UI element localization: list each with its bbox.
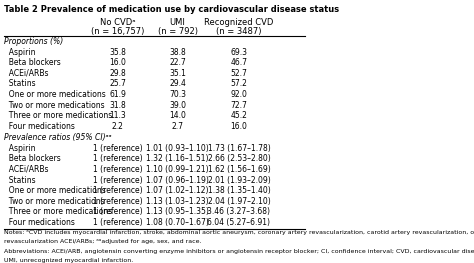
Text: 1 (reference): 1 (reference) xyxy=(93,208,143,216)
Text: 1 (reference): 1 (reference) xyxy=(93,218,143,227)
Text: 69.3: 69.3 xyxy=(230,48,247,57)
Text: Recognized CVD: Recognized CVD xyxy=(204,18,273,27)
Text: Two or more medications: Two or more medications xyxy=(4,197,105,206)
Text: One or more medications: One or more medications xyxy=(4,90,106,99)
Text: Four medications: Four medications xyxy=(4,122,75,131)
Text: Prevalence ratios (95% CI)ᵃᵃ: Prevalence ratios (95% CI)ᵃᵃ xyxy=(4,133,112,142)
Text: 1.08 (0.70–1.67): 1.08 (0.70–1.67) xyxy=(146,218,209,227)
Text: 31.8: 31.8 xyxy=(109,101,126,110)
Text: Beta blockers: Beta blockers xyxy=(4,154,61,163)
Text: 1.13 (0.95–1.35): 1.13 (0.95–1.35) xyxy=(146,208,209,216)
Text: 1.07 (1.02–1.12): 1.07 (1.02–1.12) xyxy=(146,186,209,195)
Text: 35.8: 35.8 xyxy=(109,48,126,57)
Text: 29.8: 29.8 xyxy=(109,69,126,78)
Text: 16.0: 16.0 xyxy=(109,58,126,67)
Text: 61.9: 61.9 xyxy=(109,90,126,99)
Text: Proportions (%): Proportions (%) xyxy=(4,37,64,46)
Text: ACEi/ARBs: ACEi/ARBs xyxy=(4,69,49,78)
Text: 1 (reference): 1 (reference) xyxy=(93,197,143,206)
Text: 72.7: 72.7 xyxy=(230,101,247,110)
Text: 45.2: 45.2 xyxy=(230,111,247,120)
Text: 2.7: 2.7 xyxy=(172,122,183,131)
Text: Notes: ᵃCVD includes myocardial infarction, stroke, abdominal aortic aneurysm, c: Notes: ᵃCVD includes myocardial infarcti… xyxy=(4,230,474,235)
Text: 1.01 (0.93–1.10): 1.01 (0.93–1.10) xyxy=(146,144,209,153)
Text: Four medications: Four medications xyxy=(4,218,75,227)
Text: Three or more medications: Three or more medications xyxy=(4,111,113,120)
Text: Aspirin: Aspirin xyxy=(4,48,36,57)
Text: 22.7: 22.7 xyxy=(169,58,186,67)
Text: 1 (reference): 1 (reference) xyxy=(93,154,143,163)
Text: Beta blockers: Beta blockers xyxy=(4,58,61,67)
Text: 1 (reference): 1 (reference) xyxy=(93,186,143,195)
Text: 1.73 (1.67–1.78): 1.73 (1.67–1.78) xyxy=(208,144,270,153)
Text: 57.2: 57.2 xyxy=(230,79,247,88)
Text: 1 (reference): 1 (reference) xyxy=(93,144,143,153)
Text: 1 (reference): 1 (reference) xyxy=(93,165,143,174)
Text: 11.3: 11.3 xyxy=(109,111,126,120)
Text: 1.32 (1.16–1.51): 1.32 (1.16–1.51) xyxy=(146,154,209,163)
Text: 46.7: 46.7 xyxy=(230,58,247,67)
Text: 16.0: 16.0 xyxy=(230,122,247,131)
Text: 29.4: 29.4 xyxy=(169,79,186,88)
Text: UMI: UMI xyxy=(170,18,186,27)
Text: Abbreviations: ACEi/ARB, angiotensin converting enzyme inhibitors or angiotensin: Abbreviations: ACEi/ARB, angiotensin con… xyxy=(4,249,474,254)
Text: 1.13 (1.03–1.23): 1.13 (1.03–1.23) xyxy=(146,197,209,206)
Text: UMI, unrecognized myocardial infarction.: UMI, unrecognized myocardial infarction. xyxy=(4,259,134,263)
Text: Statins: Statins xyxy=(4,176,36,185)
Text: 25.7: 25.7 xyxy=(109,79,126,88)
Text: 2.01 (1.93–2.09): 2.01 (1.93–2.09) xyxy=(208,176,270,185)
Text: 1.62 (1.56–1.69): 1.62 (1.56–1.69) xyxy=(208,165,270,174)
Text: Statins: Statins xyxy=(4,79,36,88)
Text: Table 2 Prevalence of medication use by cardiovascular disease status: Table 2 Prevalence of medication use by … xyxy=(4,5,339,14)
Text: 39.0: 39.0 xyxy=(169,101,186,110)
Text: 6.04 (5.27–6.91): 6.04 (5.27–6.91) xyxy=(208,218,271,227)
Text: 3.46 (3.27–3.68): 3.46 (3.27–3.68) xyxy=(208,208,271,216)
Text: ACEi/ARBs: ACEi/ARBs xyxy=(4,165,49,174)
Text: Three or more medications: Three or more medications xyxy=(4,208,113,216)
Text: 70.3: 70.3 xyxy=(169,90,186,99)
Text: 14.0: 14.0 xyxy=(169,111,186,120)
Text: 2.04 (1.97–2.10): 2.04 (1.97–2.10) xyxy=(208,197,270,206)
Text: 2.66 (2.53–2.80): 2.66 (2.53–2.80) xyxy=(208,154,270,163)
Text: 2.2: 2.2 xyxy=(112,122,124,131)
Text: 1.07 (0.96–1.19): 1.07 (0.96–1.19) xyxy=(146,176,209,185)
Text: (n = 16,757): (n = 16,757) xyxy=(91,27,145,36)
Text: 35.1: 35.1 xyxy=(169,69,186,78)
Text: One or more medications: One or more medications xyxy=(4,186,106,195)
Text: 1.38 (1.35–1.40): 1.38 (1.35–1.40) xyxy=(208,186,270,195)
Text: revascularization ACEi/ARBs; ᵃᵃadjusted for age, sex, and race.: revascularization ACEi/ARBs; ᵃᵃadjusted … xyxy=(4,239,202,244)
Text: (n = 792): (n = 792) xyxy=(158,27,198,36)
Text: 1 (reference): 1 (reference) xyxy=(93,176,143,185)
Text: (n = 3487): (n = 3487) xyxy=(216,27,262,36)
Text: No CVDᵃ: No CVDᵃ xyxy=(100,18,136,27)
Text: Two or more medications: Two or more medications xyxy=(4,101,105,110)
Text: Aspirin: Aspirin xyxy=(4,144,36,153)
Text: 92.0: 92.0 xyxy=(230,90,247,99)
Text: 52.7: 52.7 xyxy=(230,69,247,78)
Text: 38.8: 38.8 xyxy=(169,48,186,57)
Text: 1.10 (0.99–1.21): 1.10 (0.99–1.21) xyxy=(146,165,209,174)
